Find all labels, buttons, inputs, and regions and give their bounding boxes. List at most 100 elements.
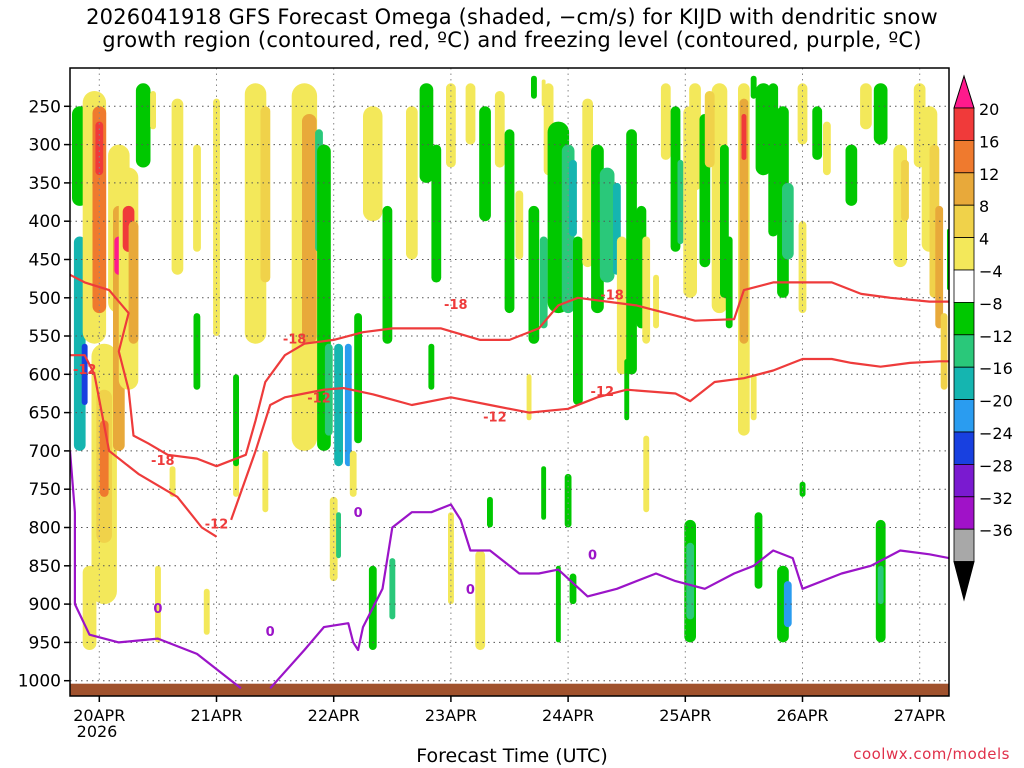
omega-patch-119 — [526, 374, 532, 421]
omega-patch-45 — [528, 205, 540, 344]
ytick-label-750: 750 — [29, 480, 61, 500]
omega-patch-22 — [203, 588, 210, 635]
contour-minus18 — [70, 273, 949, 468]
terrain-fill — [70, 683, 949, 696]
colorbar-segment-9 — [953, 399, 975, 433]
omega-patch-118 — [487, 496, 493, 528]
omega-patch-94 — [935, 205, 944, 329]
omega-patch-15 — [82, 565, 97, 650]
omega-patch-33 — [354, 313, 362, 444]
omega-patch-104 — [569, 573, 577, 605]
omega-patch-121 — [169, 466, 176, 497]
omega-patch-51 — [573, 236, 583, 405]
contour-0-a — [70, 450, 242, 690]
colorbar-segment-7 — [953, 334, 975, 368]
contour-label-6: -18 — [283, 332, 307, 347]
ytick-label-800: 800 — [29, 519, 61, 539]
colorbar-segment-0 — [953, 107, 975, 141]
ytick-label-950: 950 — [29, 633, 61, 653]
contour-label-9: 0 — [153, 602, 162, 617]
omega-patch-59 — [642, 236, 651, 344]
colorbar-label-13: −36 — [979, 521, 1013, 540]
omega-patch-109 — [783, 581, 792, 628]
omega-shading-layer — [72, 75, 949, 651]
xtick-label-27APR: 27APR — [894, 706, 946, 725]
omega-patch-115 — [193, 313, 201, 390]
colorbar-segment-6 — [953, 301, 975, 336]
contour-label-5: -18 — [151, 454, 175, 469]
contour-label-4: -12 — [591, 385, 615, 400]
colorbar-label-12: −32 — [979, 489, 1013, 508]
grid-lines — [70, 68, 949, 696]
omega-patch-72 — [704, 91, 715, 168]
omega-patch-120 — [233, 374, 239, 467]
omega-patch-82 — [797, 83, 808, 145]
contour-label-13: 0 — [588, 548, 597, 563]
omega-patch-106 — [686, 542, 695, 620]
ytick-label-350: 350 — [29, 174, 61, 194]
colorbar-segment-4 — [953, 237, 975, 271]
omega-patch-41 — [479, 106, 491, 222]
omega-patch-102 — [475, 550, 486, 651]
omega-patch-90 — [901, 159, 909, 222]
contour-0-b — [269, 503, 949, 690]
omega-patch-81 — [782, 182, 794, 260]
omega-patch-74 — [739, 98, 749, 344]
y-axis: 250 300 350 400 450 500 550 600 650 700 750 800 850 9… — [18, 97, 70, 692]
omega-patch-87 — [860, 83, 872, 130]
omega-patch-39 — [446, 83, 456, 168]
colorbar-label-1: 16 — [979, 132, 999, 151]
omega-patch-34 — [363, 106, 383, 222]
colorbar-segment-13 — [953, 528, 975, 563]
omega-patch-116 — [349, 450, 357, 497]
xtick-label-22APR: 22APR — [308, 706, 360, 725]
omega-patch-32 — [344, 343, 352, 467]
omega-patch-43 — [504, 129, 515, 314]
omega-patch-88 — [873, 83, 888, 145]
contour-label-11: 0 — [354, 506, 363, 521]
colorbar-label-6: −8 — [979, 294, 1003, 313]
colorbar-segment-5 — [953, 269, 975, 303]
omega-patch-97 — [329, 496, 338, 582]
omega-patch-61 — [541, 466, 547, 520]
xtick-label-25APR: 25APR — [659, 706, 711, 725]
ytick-label-600: 600 — [29, 365, 61, 385]
omega-patch-77 — [750, 75, 757, 99]
ytick-label-500: 500 — [29, 289, 61, 309]
contour-label-7: -18 — [444, 298, 468, 313]
contour-label-2: -12 — [307, 391, 331, 406]
omega-patch-67 — [689, 83, 701, 191]
colorbar: 20 16 12 8 4 −4 −8 −12 −16 −20 −24 −28 −32 −36 — [953, 74, 1013, 602]
omega-patch-25 — [260, 106, 271, 283]
omega-patch-117 — [428, 343, 435, 390]
omega-patch-63 — [660, 83, 671, 160]
omega-patch-122 — [155, 565, 161, 643]
omega-patch-42 — [494, 91, 505, 168]
omega-patch-56 — [616, 236, 627, 375]
contour-label-1: -12 — [205, 518, 229, 533]
chart-title-line2: growth region (contoured, red, ºC) and f… — [102, 28, 922, 52]
omega-patch-123 — [531, 75, 537, 99]
omega-patch-37 — [419, 83, 434, 183]
omega-patch-54 — [599, 167, 615, 283]
omega-patch-78 — [755, 83, 772, 176]
x-tick-year-label: 2026 — [76, 722, 118, 741]
ytick-label-700: 700 — [29, 442, 61, 462]
omega-patch-46 — [539, 236, 548, 329]
omega-patch-17 — [150, 91, 156, 130]
credit-link[interactable]: coolwx.com/models — [853, 745, 1010, 763]
colorbar-arrow-top — [953, 74, 975, 109]
contour-label-8: -18 — [600, 289, 624, 304]
chart-title-line1: 2026041918 GFS Forecast Omega (shaded, −… — [86, 5, 938, 29]
omega-patch-50 — [569, 159, 577, 237]
colorbar-label-10: −24 — [979, 424, 1013, 443]
omega-patch-76 — [750, 374, 757, 421]
colorbar-label-8: −16 — [979, 359, 1013, 378]
colorbar-label-11: −28 — [979, 456, 1013, 475]
contour-minus12-a — [70, 354, 218, 538]
omega-patch-35 — [382, 205, 393, 344]
omega-patch-71 — [725, 236, 733, 329]
omega-patch-83 — [812, 106, 823, 160]
omega-patch-60 — [653, 274, 659, 329]
